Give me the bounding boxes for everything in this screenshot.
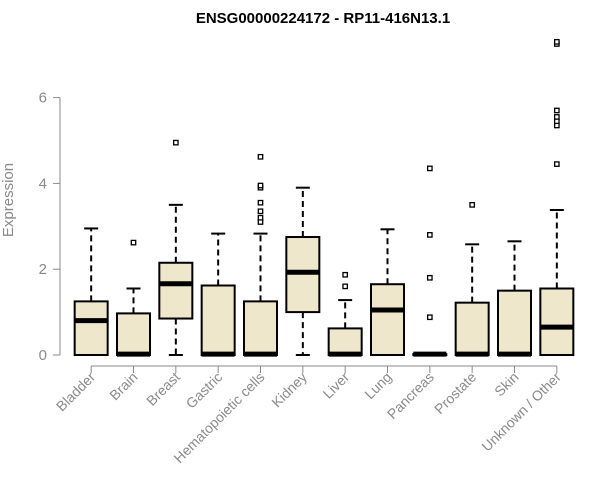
outlier-point bbox=[257, 182, 264, 189]
x-tick-label: Brain bbox=[106, 369, 140, 403]
outlier-point bbox=[172, 139, 179, 146]
box-breast bbox=[158, 139, 194, 356]
x-tick-label: Breast bbox=[143, 369, 183, 409]
box-prostate bbox=[454, 201, 490, 357]
outlier-point bbox=[257, 208, 264, 215]
outlier-point bbox=[342, 283, 349, 290]
outlier-point bbox=[257, 199, 264, 206]
y-tick-label: 6 bbox=[39, 90, 47, 107]
x-tick-label: Lung bbox=[361, 369, 394, 402]
outlier-point bbox=[257, 214, 264, 221]
y-tick-label: 2 bbox=[39, 261, 47, 278]
x-tick-label: Prostate bbox=[431, 369, 479, 417]
outlier-point bbox=[130, 239, 137, 246]
outlier-point bbox=[426, 232, 433, 238]
outlier-point bbox=[342, 271, 349, 278]
outlier-point bbox=[469, 201, 476, 208]
box-pancreas bbox=[412, 165, 448, 357]
box-body bbox=[539, 287, 575, 357]
y-axis-label: Expression bbox=[0, 163, 17, 237]
outlier-point bbox=[426, 274, 433, 281]
x-tick-label: Skin bbox=[491, 369, 522, 400]
boxes bbox=[73, 38, 575, 357]
box-body bbox=[116, 312, 151, 356]
y-tick-label: 4 bbox=[39, 175, 47, 192]
outlier-point bbox=[553, 114, 560, 120]
axes: 0 2 4 6 bbox=[39, 90, 558, 373]
outlier-point bbox=[553, 38, 560, 45]
box-skin bbox=[497, 240, 532, 357]
outlier-point bbox=[257, 153, 264, 160]
x-tick-label: Kidney bbox=[268, 369, 310, 411]
x-tick-label: Bladder bbox=[53, 369, 99, 415]
box-body bbox=[158, 261, 194, 320]
box-body bbox=[327, 327, 363, 357]
outlier-point bbox=[553, 161, 560, 167]
box-body bbox=[370, 283, 405, 356]
outlier-point bbox=[553, 107, 560, 114]
box-body bbox=[497, 289, 532, 356]
box-brain bbox=[116, 239, 151, 357]
box-hematopoietic-cells bbox=[243, 153, 278, 357]
x-tick-label: Liver bbox=[320, 369, 353, 402]
outlier-point bbox=[426, 314, 433, 321]
box-kidney bbox=[285, 186, 321, 356]
box-body bbox=[200, 284, 236, 357]
x-tick-label: Unknown / Other bbox=[478, 369, 564, 455]
box-body bbox=[73, 300, 109, 356]
y-tick-label: 0 bbox=[39, 347, 47, 364]
x-tick-label: Pancreas bbox=[384, 369, 437, 422]
box-lung bbox=[370, 228, 405, 356]
box-bladder bbox=[73, 227, 109, 356]
chart-title: ENSG00000224172 - RP11-416N13.1 bbox=[196, 10, 450, 27]
box-unknown-other bbox=[539, 38, 575, 357]
box-liver bbox=[327, 271, 363, 357]
outlier-point bbox=[426, 165, 433, 172]
box-gastric bbox=[200, 232, 236, 357]
box-body bbox=[243, 300, 278, 356]
box-body bbox=[454, 301, 490, 356]
